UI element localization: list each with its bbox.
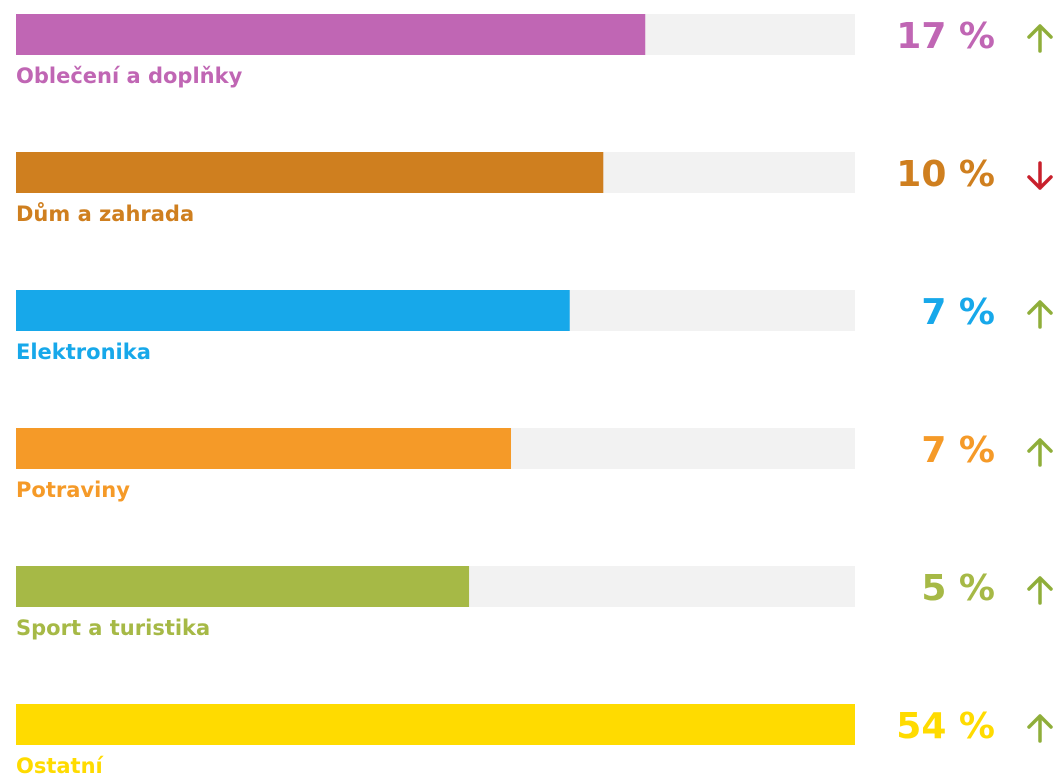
category-label: Dům a zahrada [16,202,194,226]
bar [16,14,646,55]
trend-arrow [1027,161,1053,190]
trend-arrow [1027,24,1053,53]
bar [16,704,855,745]
value-label: 54 % [896,706,995,747]
bar [16,152,604,193]
category-label: Ostatní [16,754,105,778]
trend-arrow [1027,576,1053,605]
value-label: 7 % [921,430,995,471]
bar [16,428,512,469]
trend-arrow [1027,300,1053,329]
category-label: Potraviny [16,478,130,502]
bar [16,290,570,331]
value-label: 17 % [896,16,995,57]
trend-arrow [1027,714,1053,743]
value-label: 7 % [921,292,995,333]
category-label: Elektronika [16,340,151,364]
value-label: 10 % [896,154,995,195]
value-label: 5 % [921,568,995,609]
category-label: Sport a turistika [16,616,210,640]
bar [16,566,470,607]
category-label: Oblečení a doplňky [16,64,243,88]
trend-arrow [1027,438,1053,467]
